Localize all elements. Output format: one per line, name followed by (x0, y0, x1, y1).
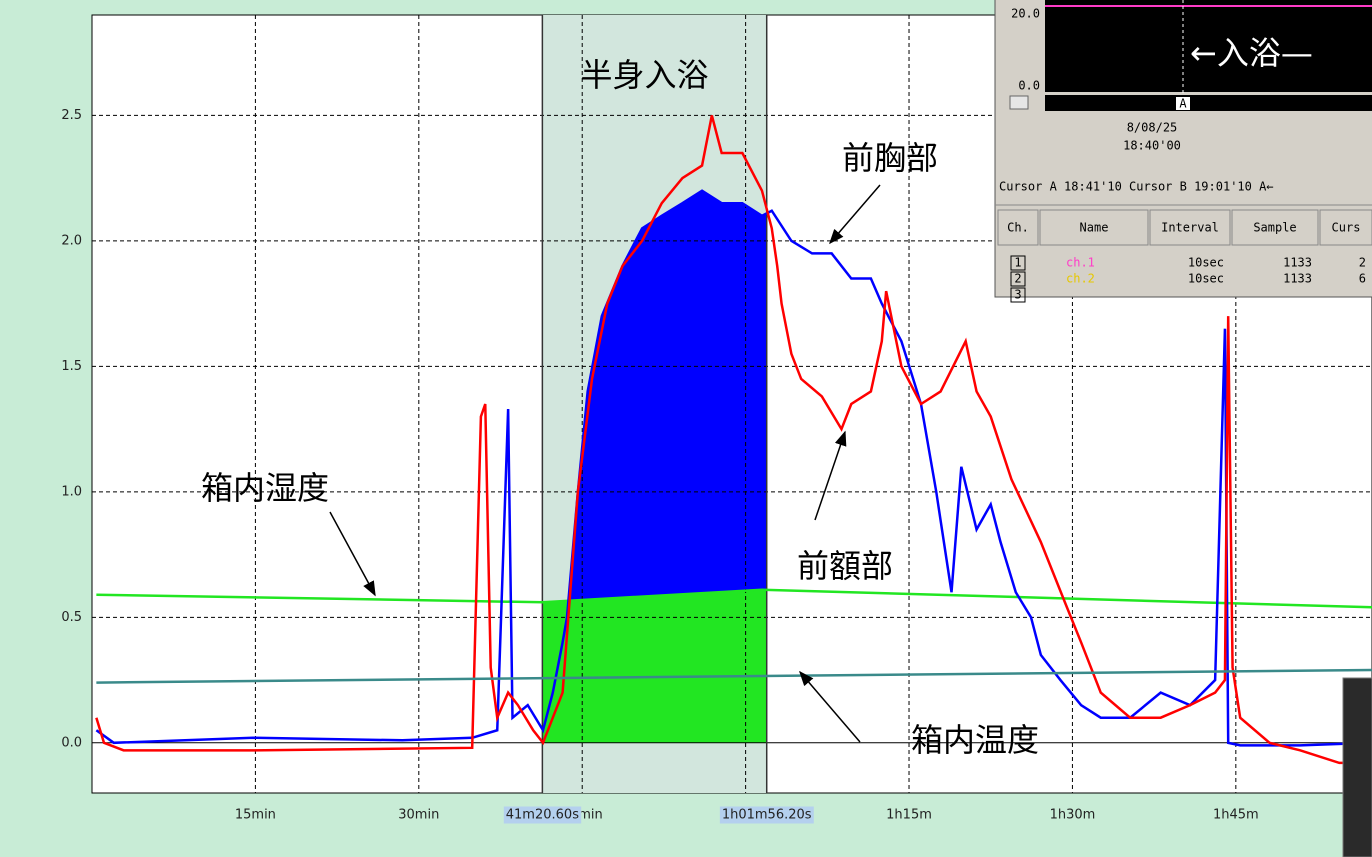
inset-date: 8/08/25 (1127, 121, 1178, 135)
y-tick-label: 2.0 (61, 233, 82, 248)
inset-cell: 6 (1359, 272, 1366, 286)
chart: 0.00.51.01.52.02.515min30min45min1h00m1h… (0, 0, 1372, 857)
y-tick-label: 1.5 (61, 359, 82, 374)
y-tick-label: 0.5 (61, 610, 82, 625)
inset-cell: 10sec (1188, 272, 1224, 286)
inset-cell: 1133 (1283, 272, 1312, 286)
cursor-label: 1h01m56.20s (722, 808, 812, 823)
x-tick-label: 15min (235, 808, 276, 823)
x-tick-label: 30min (398, 808, 439, 823)
x-tick-label: 1h30m (1050, 808, 1096, 823)
photo (1343, 678, 1372, 857)
inset-y-label: 20.0 (1011, 7, 1040, 21)
page: 0.00.51.01.52.02.515min30min45min1h00m1h… (0, 0, 1372, 857)
inset-cell: ch.2 (1066, 272, 1095, 286)
inset-cell: ch.1 (1066, 256, 1095, 270)
inset-cell: 1133 (1283, 256, 1312, 270)
inset-cell: 3 (1014, 288, 1021, 302)
inset-cell: 2 (1359, 256, 1366, 270)
inset-annotation: ←入浴— (1190, 34, 1313, 72)
inset-header: Name (1080, 221, 1109, 235)
inset-scroll-btn (1010, 96, 1028, 109)
x-tick-label: 1h15m (886, 808, 932, 823)
cursor-title: 半身入浴 (581, 56, 709, 94)
cursor-label: 41m20.60s (506, 808, 579, 823)
inset-cell: 2 (1014, 272, 1021, 286)
inset-header: Curs (1332, 221, 1361, 235)
inset-time: 18:40'00 (1123, 139, 1181, 153)
series-label: 前額部 (797, 547, 893, 585)
series-label: 箱内温度 (911, 721, 1039, 759)
y-tick-label: 1.0 (61, 484, 82, 499)
inset-header: Ch. (1007, 221, 1029, 235)
series-label: 箱内湿度 (201, 469, 329, 507)
inset-cursor-line: Cursor A 18:41'10 Cursor B 19:01'10 A← (999, 180, 1274, 194)
series-label: 前胸部 (842, 139, 938, 177)
inset-cell: 10sec (1188, 256, 1224, 270)
y-tick-label: 2.5 (61, 108, 82, 123)
inset-header: Sample (1253, 221, 1296, 235)
inset-scroll (1045, 95, 1372, 111)
inset-cell: 1 (1014, 256, 1021, 270)
inset-y-label: 0.0 (1018, 79, 1040, 93)
inset-marker: A (1179, 97, 1187, 111)
x-tick-label: 1h45m (1213, 808, 1259, 823)
inset-header: Interval (1161, 221, 1219, 235)
y-tick-label: 0.0 (61, 735, 82, 750)
